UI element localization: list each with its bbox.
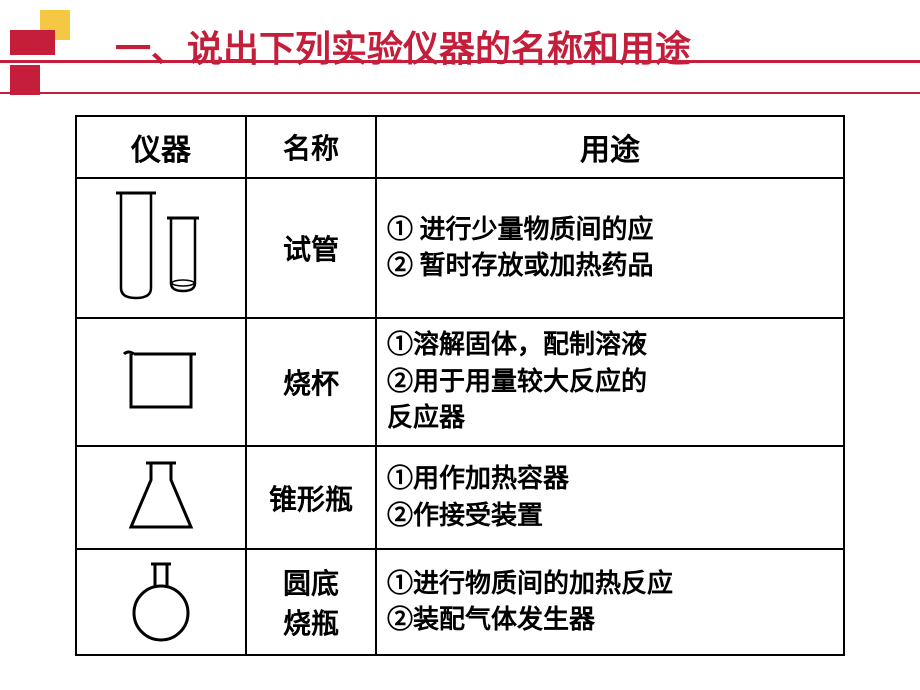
name-cell: 圆底 烧瓶 [246,549,376,655]
name-cell: 锥形瓶 [246,446,376,549]
page-title: 一、说出下列实验仪器的名称和用途 [115,20,691,72]
instruments-table-container: 仪器 名称 用途 试管 ① 进行少量物质间的应 [75,115,845,656]
instrument-cell [76,178,246,318]
instrument-cell [76,549,246,655]
header-decoration [10,10,110,90]
usage-line: ①进行物质间的加热反应 [387,566,833,602]
table-row: 试管 ① 进行少量物质间的应 ② 暂时存放或加热药品 [76,178,844,318]
usage-line: ② 暂时存放或加热药品 [387,248,833,284]
usage-line: ②装配气体发生器 [387,602,833,638]
header-usage: 用途 [376,116,844,178]
deco-rect-red [10,30,55,55]
header-name: 名称 [246,116,376,178]
usage-cell: ①用作加热容器 ②作接受装置 [376,446,844,549]
instrument-cell [76,446,246,549]
table-row: 锥形瓶 ①用作加热容器 ②作接受装置 [76,446,844,549]
table-row: 烧杯 ①溶解固体，配制溶液 ②用于用量较大反应的 反应器 [76,318,844,446]
table-row: 圆底 烧瓶 ①进行物质间的加热反应 ②装配气体发生器 [76,549,844,655]
usage-cell: ① 进行少量物质间的应 ② 暂时存放或加热药品 [376,178,844,318]
name-line: 烧瓶 [257,602,365,642]
table-header-row: 仪器 名称 用途 [76,116,844,178]
instruments-table: 仪器 名称 用途 试管 ① 进行少量物质间的应 [75,115,845,656]
name-line: 圆底 [257,562,365,602]
round-bottom-flask-icon [111,558,211,646]
erlenmeyer-flask-icon [111,455,211,540]
usage-line: ②用于用量较大反应的 [387,364,833,400]
deco-square-red [10,65,40,95]
header-line-bottom [0,92,920,94]
usage-line: ① 进行少量物质间的应 [387,212,833,248]
header-instrument: 仪器 [76,116,246,178]
usage-line: ②作接受装置 [387,498,833,534]
name-cell: 烧杯 [246,318,376,446]
instrument-cell [76,318,246,446]
beaker-icon [106,342,216,422]
usage-cell: ①溶解固体，配制溶液 ②用于用量较大反应的 反应器 [376,318,844,446]
usage-line: ①溶解固体，配制溶液 [387,327,833,363]
name-cell: 试管 [246,178,376,318]
usage-line: 反应器 [387,400,833,436]
usage-cell: ①进行物质间的加热反应 ②装配气体发生器 [376,549,844,655]
usage-line: ①用作加热容器 [387,461,833,497]
test-tube-icon [106,188,216,308]
